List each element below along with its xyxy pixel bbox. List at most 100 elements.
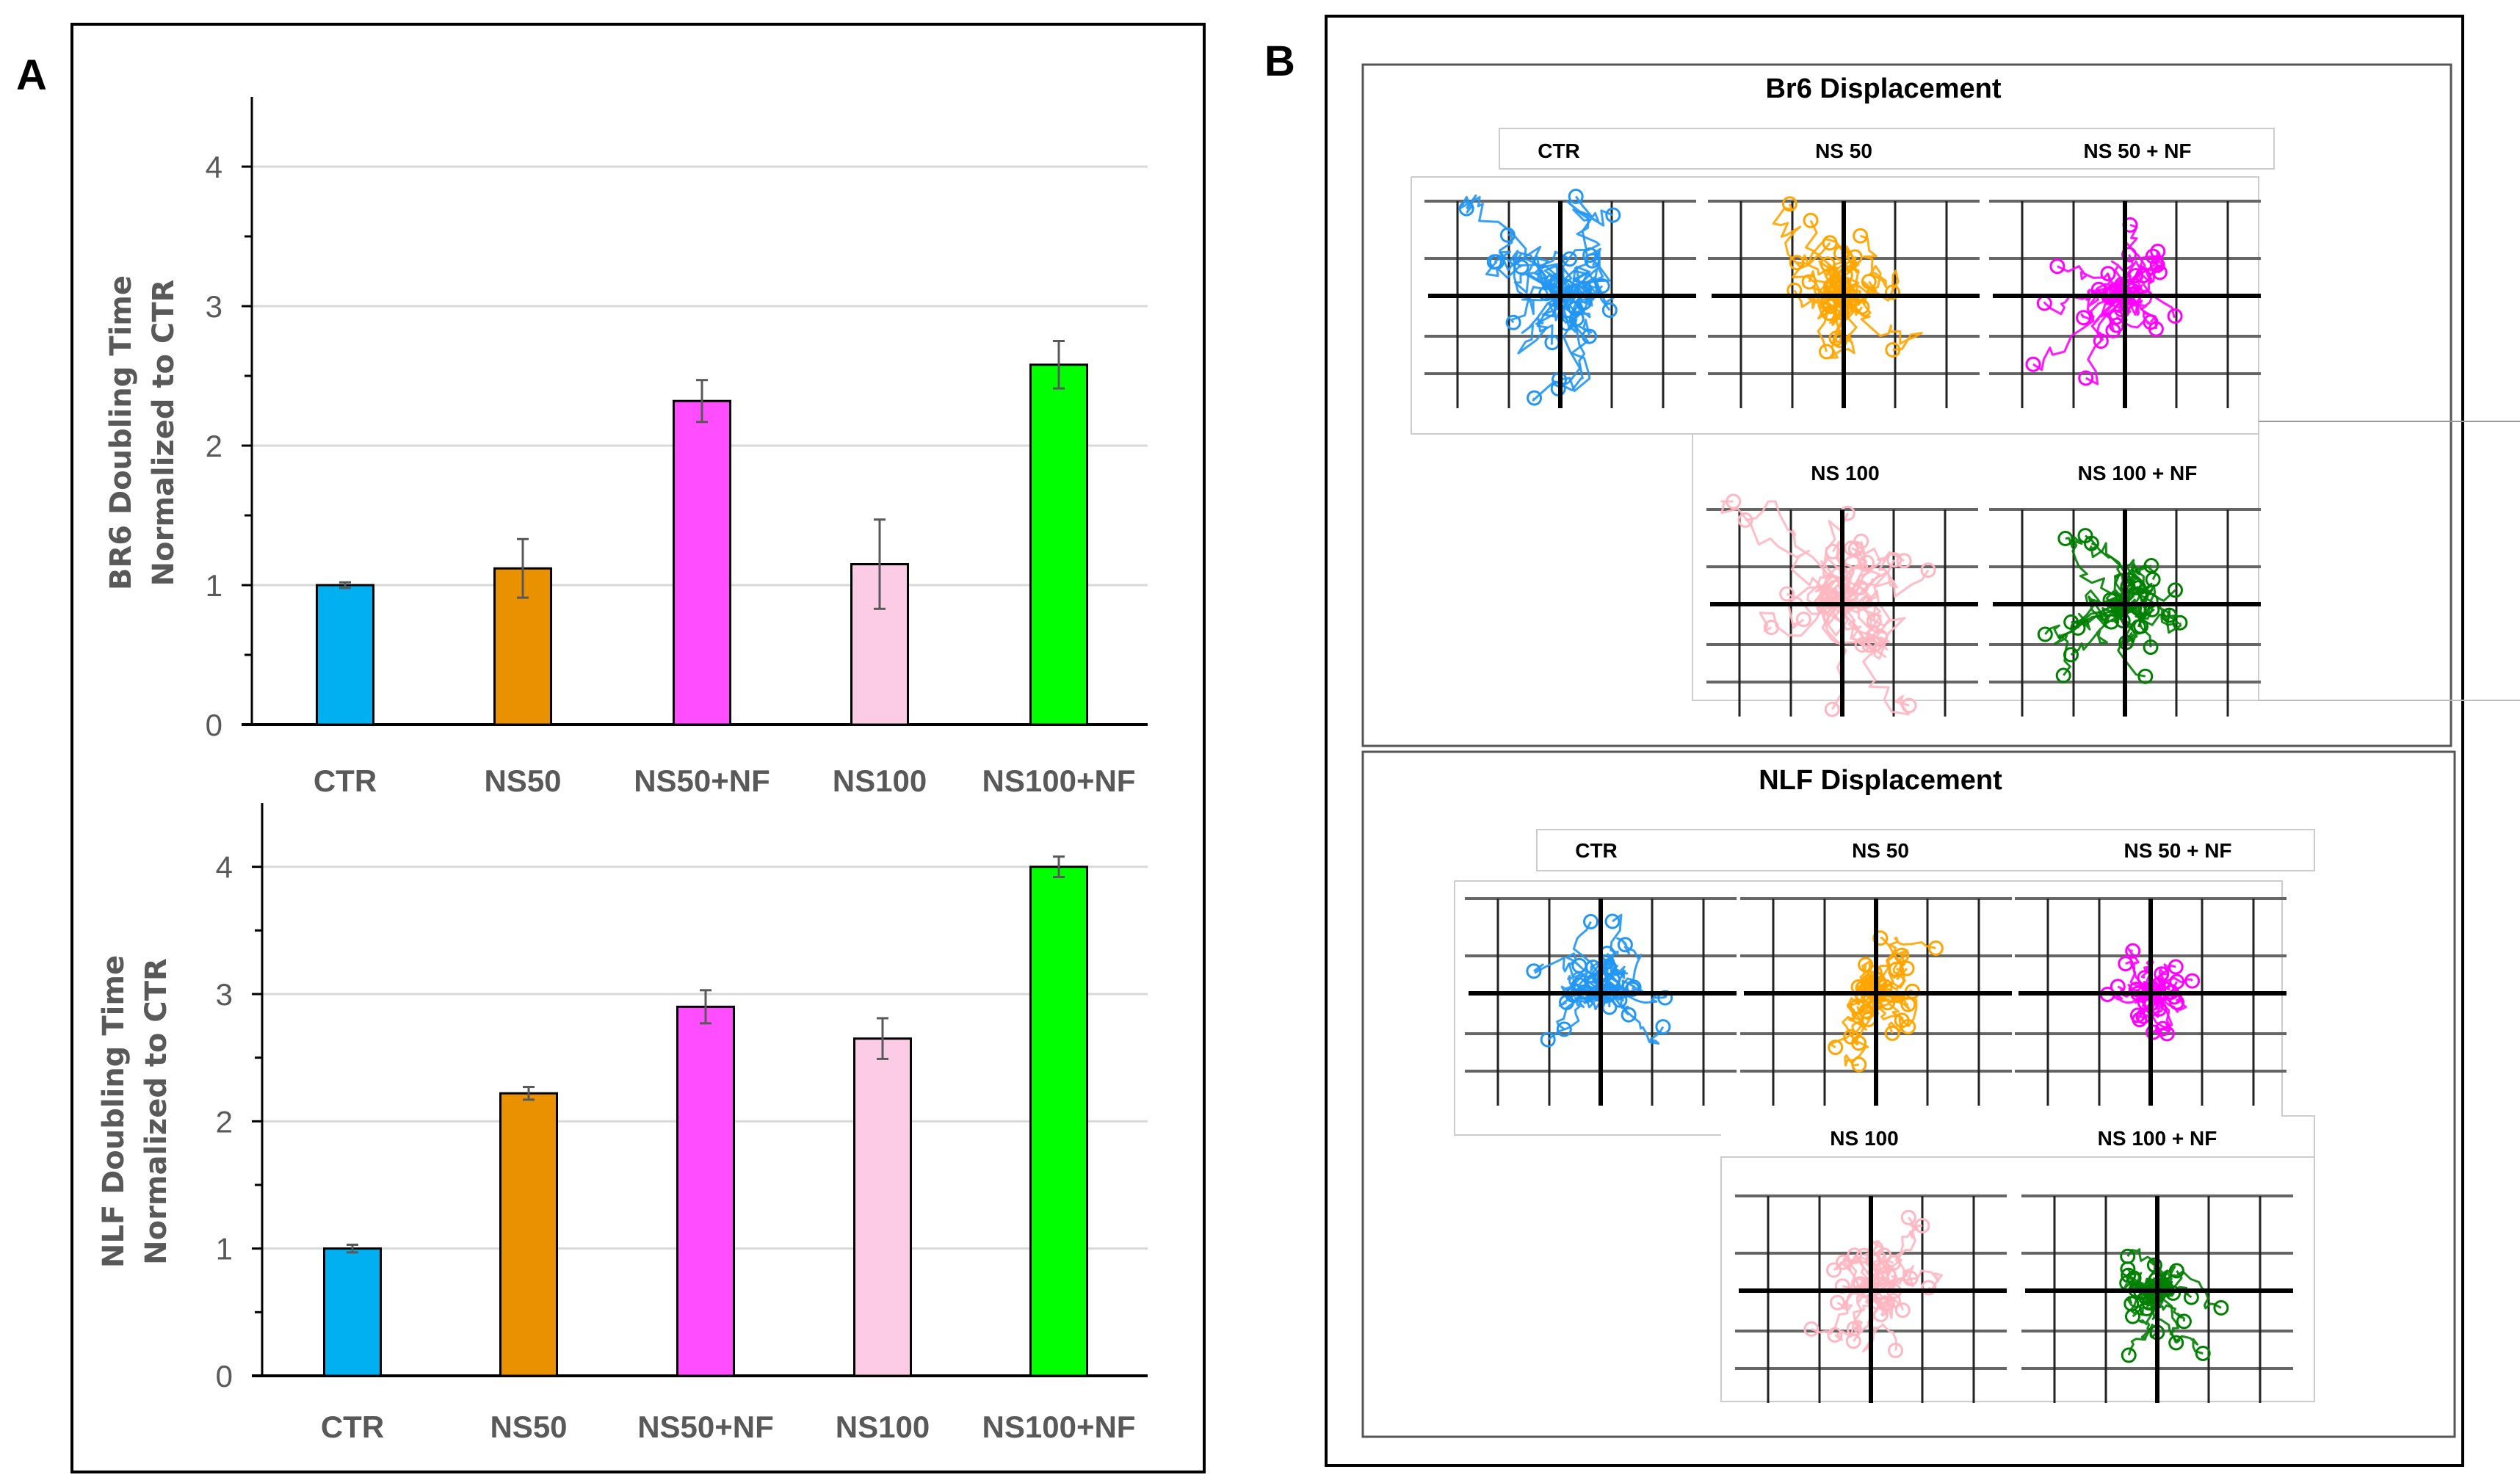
cell-track	[1842, 294, 1923, 351]
y-tick-label: 1	[206, 568, 222, 603]
track-endpoint	[1872, 1307, 1889, 1322]
track-endpoint	[1885, 284, 1900, 300]
condition-label: CTR	[1575, 839, 1618, 862]
track-endpoint	[2121, 1347, 2137, 1363]
track-endpoint	[1803, 1321, 1820, 1337]
cell-track	[1499, 232, 1563, 297]
cell-track	[1808, 242, 1845, 297]
track-endpoint	[2078, 370, 2094, 386]
track-endpoint	[1605, 207, 1621, 223]
x-tick-label: NS100+NF	[982, 1410, 1136, 1444]
track-endpoint	[1900, 1209, 1916, 1225]
track-endpoint	[1829, 1294, 1845, 1310]
track-endpoint	[2063, 647, 2079, 663]
br6-header-strip	[1499, 128, 2275, 170]
track-endpoint	[2168, 959, 2184, 975]
panel-label-b: B	[1264, 37, 1295, 85]
track-endpoint	[1859, 554, 1875, 570]
track-endpoint	[1527, 390, 1543, 406]
bar-ctr	[316, 584, 374, 726]
cell-track	[1547, 993, 1604, 1041]
track-endpoint	[1884, 1025, 1900, 1041]
cell-track	[2065, 536, 2126, 605]
track-endpoint	[2093, 333, 2109, 349]
cell-track	[1821, 603, 1910, 716]
track-endpoint	[1505, 314, 1521, 330]
track-endpoint	[2076, 310, 2092, 326]
track-endpoint	[1820, 256, 1836, 272]
cell-track	[1485, 255, 1561, 297]
bar-chart-br6: 0 1 2 3 4 CTR NS50 NS50+NF NS100 NS100+NF BR6 Doub…	[104, 97, 1148, 798]
trajectory-plot	[2015, 897, 2287, 1106]
condition-label: NS 100 + NF	[2098, 1127, 2217, 1150]
condition-label: NS 100	[1830, 1127, 1898, 1150]
track-endpoint	[1604, 913, 1621, 929]
track-endpoint	[2195, 1346, 2211, 1361]
track-endpoint	[1858, 957, 1874, 973]
track-endpoint	[1763, 620, 1779, 636]
cell-track	[2127, 1289, 2164, 1356]
track-endpoint	[2057, 531, 2074, 546]
track-endpoint	[2128, 982, 2144, 998]
track-endpoint	[1795, 612, 1811, 628]
cell-track	[1869, 1250, 1894, 1291]
track-endpoint	[2100, 266, 2116, 282]
track-endpoint	[1899, 960, 1915, 976]
track-endpoint	[1921, 1280, 1936, 1296]
track-endpoint	[1779, 586, 1795, 602]
y-tick-label: 4	[206, 150, 222, 184]
track-endpoint	[1803, 212, 1819, 228]
track-endpoint	[2025, 356, 2041, 372]
nlf-displacement-frame	[1361, 750, 2456, 1438]
track-endpoint	[2165, 1285, 2182, 1301]
x-tick-label: NS50	[484, 764, 561, 798]
track-endpoint	[2145, 571, 2161, 587]
track-endpoint	[1540, 1031, 1556, 1048]
cell-track	[2127, 948, 2151, 995]
cell-track	[2121, 564, 2157, 613]
y-axis-title: Normalized to CTR	[147, 280, 181, 587]
nlf-displacement-title: NLF Displacement	[1759, 765, 2002, 796]
panel-a-frame	[70, 23, 1206, 1473]
cell-track	[2085, 534, 2126, 605]
x-tick-label: NS50+NF	[634, 764, 770, 798]
condition-label: NS 50 + NF	[2083, 139, 2191, 162]
nlf-trajectory-plots: CTR NS 50 NS 50 + NF NS 100 NS 100 + NF	[1465, 839, 2293, 1403]
track-endpoint	[1655, 1019, 1671, 1035]
track-endpoint	[1801, 274, 1817, 290]
track-endpoint	[2055, 667, 2071, 684]
track-endpoint	[1568, 189, 1584, 204]
track-endpoint	[2159, 981, 2175, 997]
track-endpoint	[1885, 342, 1901, 358]
track-endpoint	[2155, 1020, 2171, 1037]
y-tick-label: 0	[206, 708, 222, 742]
track-endpoint	[1886, 552, 1902, 568]
track-endpoint	[1819, 344, 1834, 360]
track-endpoint	[2145, 248, 2161, 264]
track-endpoint	[1556, 1021, 1572, 1037]
track-endpoint	[1559, 994, 1574, 1010]
track-endpoint	[1920, 562, 1936, 579]
cell-track	[1517, 295, 1569, 355]
br6-displacement-title: Br6 Displacement	[1765, 73, 2001, 104]
cell-track	[1549, 283, 1583, 315]
track-endpoint	[1876, 1247, 1892, 1263]
cell-track	[2070, 603, 2127, 656]
track-endpoint	[2049, 258, 2065, 275]
track-endpoint	[1927, 940, 1944, 956]
track-endpoint	[1894, 1302, 1911, 1319]
y-tick-label: 4	[216, 850, 233, 885]
nlf-plot-outline	[1454, 880, 2315, 1402]
track-endpoint	[1843, 1029, 1859, 1045]
cell-track	[1843, 234, 1887, 301]
track-endpoint	[1867, 637, 1883, 653]
track-endpoint	[1526, 963, 1542, 979]
cell-track	[1814, 576, 1846, 626]
track-endpoint	[2169, 994, 2184, 1010]
trajectory-plot	[2021, 1194, 2293, 1403]
track-endpoint	[1896, 553, 1912, 569]
br6-displacement-frame	[1361, 63, 2452, 747]
track-endpoint	[1617, 937, 1633, 953]
track-endpoint	[1894, 947, 1910, 963]
cell-track	[2136, 992, 2151, 1021]
